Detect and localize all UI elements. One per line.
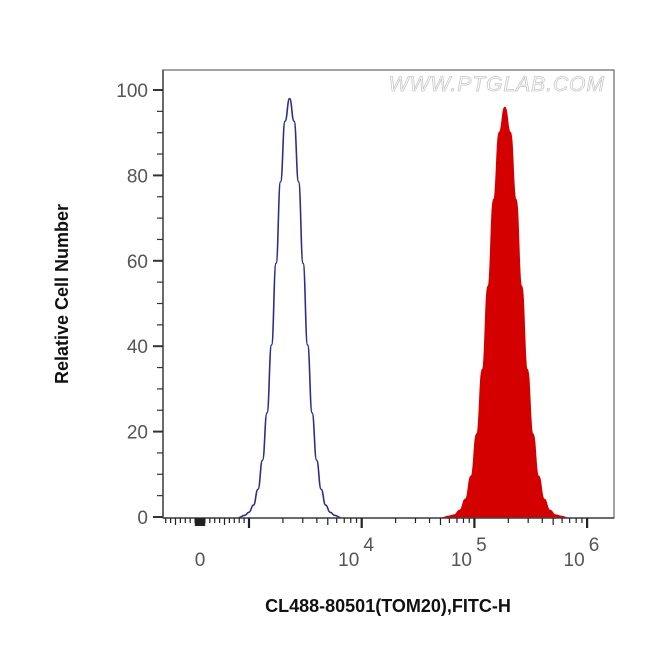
series-filled-histogram — [442, 106, 568, 518]
y-axis-title: Relative Cell Number — [52, 204, 72, 384]
y-tick-label: 60 — [127, 252, 148, 273]
x-tick-exponent: 6 — [589, 535, 600, 556]
x-tick-label: 10 — [338, 550, 359, 571]
x-tick-label: 0 — [195, 550, 206, 571]
x-tick-label: 10 — [564, 550, 585, 571]
series-outline-histogram — [238, 97, 341, 519]
y-tick-label: 80 — [127, 166, 148, 187]
x-tick-exponent: 5 — [476, 535, 487, 556]
watermark: WWW.PTGLAB.COM — [389, 73, 605, 96]
plot-frame — [162, 69, 615, 519]
y-tick-label: 0 — [137, 508, 148, 529]
y-tick-label: 20 — [127, 423, 148, 444]
x-axis-title: CL488-80501(TOM20),FITC-H — [265, 596, 511, 616]
x-tick-label: 10 — [451, 550, 472, 571]
y-tick-label: 100 — [116, 81, 148, 102]
x-tick-exponent: 4 — [363, 535, 374, 556]
y-tick-label: 40 — [127, 337, 148, 358]
